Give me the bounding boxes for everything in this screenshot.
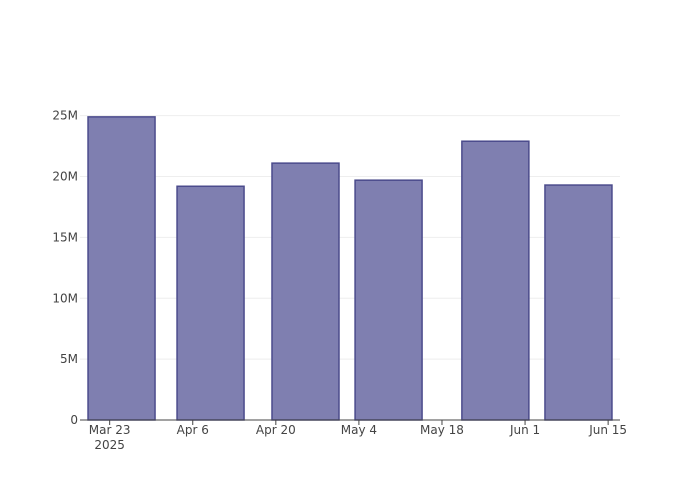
x-tick-label: May 4: [341, 423, 377, 437]
y-tick-label: 5M: [60, 352, 78, 366]
y-tick-label: 25M: [52, 109, 78, 123]
x-tick-label: Jun 1: [509, 423, 540, 437]
bar: [544, 184, 613, 421]
bar: [461, 140, 530, 421]
x-tick-label: Apr 6: [177, 423, 209, 437]
x-tick-label: Mar 23 2025: [89, 423, 131, 452]
x-tick-label: Apr 20: [256, 423, 296, 437]
bar: [87, 116, 156, 421]
bar: [271, 162, 340, 421]
y-tick-label: 20M: [52, 170, 78, 184]
bar: [176, 185, 245, 421]
x-tick-label: May 18: [420, 423, 464, 437]
x-tick-label: Jun 15: [588, 423, 627, 437]
y-tick-label: 0: [70, 413, 78, 427]
y-tick-label: 15M: [52, 230, 78, 244]
y-tick-label: 10M: [52, 291, 78, 305]
bar: [354, 179, 423, 421]
